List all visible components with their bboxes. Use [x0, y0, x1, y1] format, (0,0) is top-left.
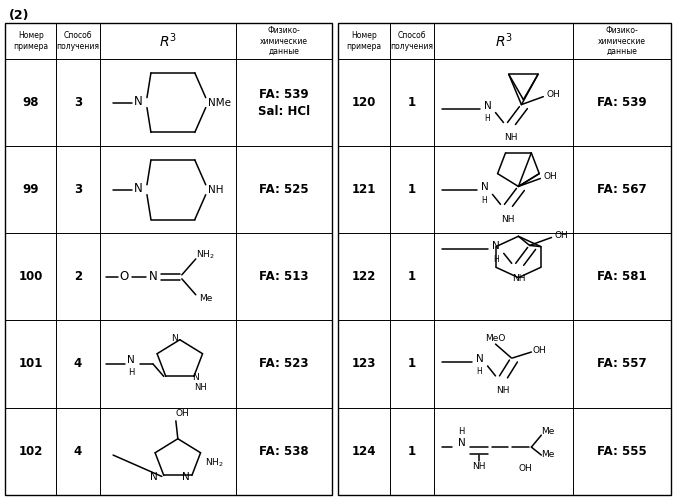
Text: N: N: [182, 472, 190, 482]
Text: FA: 525: FA: 525: [259, 183, 309, 196]
Text: N: N: [149, 270, 158, 283]
Text: NH: NH: [195, 383, 208, 392]
Text: (2): (2): [9, 10, 30, 22]
Text: Me: Me: [199, 294, 212, 303]
Text: FA: 555: FA: 555: [597, 444, 646, 458]
Text: OH: OH: [544, 172, 557, 181]
Text: FA: 539: FA: 539: [597, 96, 646, 109]
Text: FA: 513: FA: 513: [259, 270, 308, 283]
Text: H: H: [485, 114, 490, 123]
Text: N: N: [193, 373, 199, 382]
Text: Номер
примера: Номер примера: [346, 32, 381, 51]
Text: 101: 101: [18, 358, 43, 370]
Text: N: N: [150, 472, 158, 482]
Text: $R^3$: $R^3$: [159, 32, 177, 50]
Text: 98: 98: [22, 96, 39, 109]
Text: 1: 1: [408, 183, 416, 196]
Text: NH$_2$: NH$_2$: [197, 248, 215, 261]
Text: N: N: [127, 355, 135, 365]
Text: 1: 1: [408, 96, 416, 109]
Text: NH: NH: [208, 184, 224, 194]
Text: 120: 120: [352, 96, 376, 109]
Text: FA: 523: FA: 523: [259, 358, 308, 370]
Text: Способ
получения: Способ получения: [57, 32, 99, 51]
Bar: [338, 24, 671, 494]
Text: H: H: [482, 196, 487, 205]
Text: N: N: [492, 242, 500, 252]
Text: 100: 100: [18, 270, 43, 283]
Text: H: H: [458, 426, 465, 436]
Text: N: N: [481, 182, 489, 192]
Text: 121: 121: [352, 183, 376, 196]
Text: $R^3$: $R^3$: [495, 32, 512, 50]
Text: 123: 123: [352, 358, 376, 370]
Text: Физико-
химические
данные: Физико- химические данные: [260, 26, 308, 56]
Text: NH$_2$: NH$_2$: [206, 456, 224, 469]
Text: 102: 102: [18, 444, 43, 458]
Text: NH: NH: [496, 386, 509, 396]
Text: NH: NH: [504, 133, 517, 142]
Text: H: H: [493, 255, 499, 264]
Text: H: H: [477, 368, 483, 376]
Text: 4: 4: [74, 444, 82, 458]
Text: Me: Me: [541, 426, 555, 436]
Text: 122: 122: [352, 270, 376, 283]
Text: Me: Me: [541, 450, 555, 458]
Text: N: N: [483, 100, 491, 110]
Text: 1: 1: [408, 358, 416, 370]
Text: FA: 557: FA: 557: [597, 358, 646, 370]
Text: Способ
получения: Способ получения: [391, 32, 433, 51]
Text: NH: NH: [501, 215, 514, 224]
Text: 99: 99: [22, 183, 39, 196]
Text: O: O: [120, 270, 128, 283]
Text: N: N: [134, 95, 143, 108]
Text: 4: 4: [74, 358, 82, 370]
Text: FA: 538: FA: 538: [259, 444, 309, 458]
Text: 1: 1: [408, 270, 416, 283]
Text: N: N: [134, 182, 143, 195]
Text: 3: 3: [74, 96, 82, 109]
Text: NMe: NMe: [208, 98, 231, 108]
Text: FA: 539
Sal: HCl: FA: 539 Sal: HCl: [258, 88, 310, 118]
Text: N: N: [172, 334, 178, 343]
Text: FA: 581: FA: 581: [597, 270, 646, 283]
Text: OH: OH: [176, 410, 190, 418]
Text: 1: 1: [408, 444, 416, 458]
Text: NH: NH: [512, 274, 525, 282]
Text: MeO: MeO: [485, 334, 506, 342]
Text: OH: OH: [533, 346, 546, 354]
Text: N: N: [458, 438, 466, 448]
Text: Физико-
химические
данные: Физико- химические данные: [598, 26, 646, 56]
Text: NH: NH: [472, 462, 485, 471]
Text: OH: OH: [518, 464, 532, 473]
Text: 3: 3: [74, 183, 82, 196]
Text: 2: 2: [74, 270, 82, 283]
Text: OH: OH: [554, 231, 569, 240]
Text: Номер
примера: Номер примера: [13, 32, 48, 51]
Text: 124: 124: [352, 444, 376, 458]
Text: N: N: [476, 354, 483, 364]
Bar: [5, 24, 332, 494]
Text: H: H: [128, 368, 135, 378]
Text: FA: 567: FA: 567: [597, 183, 646, 196]
Text: OH: OH: [546, 90, 560, 99]
